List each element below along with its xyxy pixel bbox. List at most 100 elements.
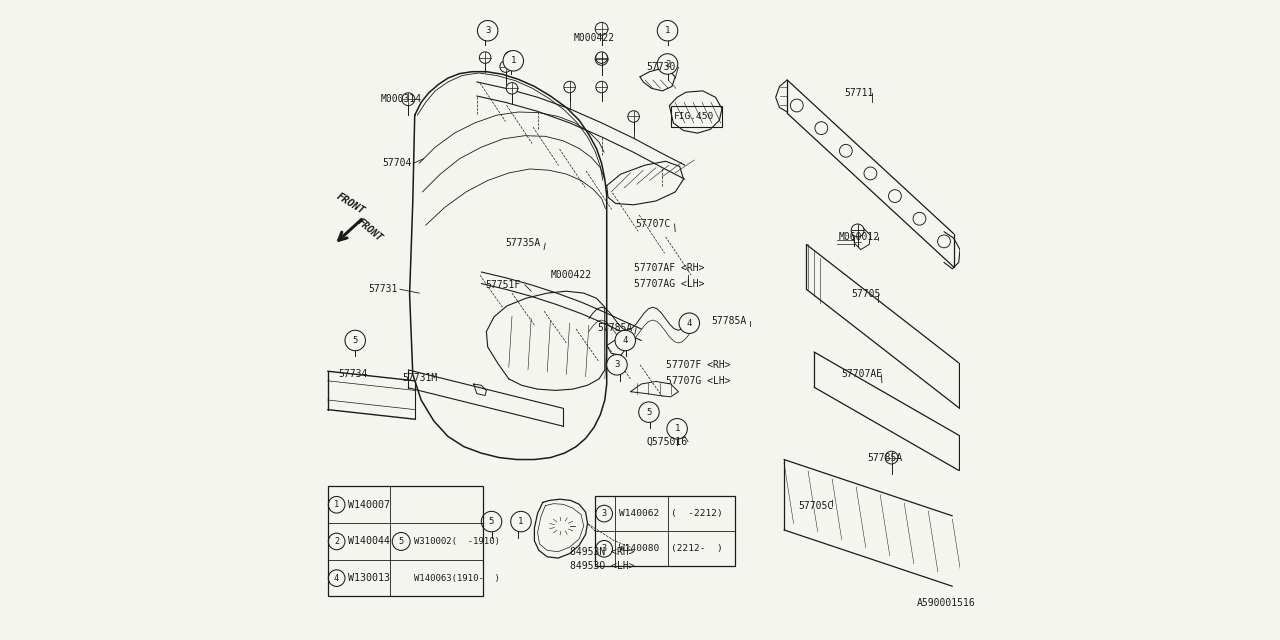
Text: 57711: 57711 <box>845 88 874 98</box>
Text: 57730: 57730 <box>646 62 676 72</box>
Circle shape <box>328 570 346 586</box>
Circle shape <box>328 533 346 550</box>
Text: 5: 5 <box>398 537 403 546</box>
Text: W140044: W140044 <box>348 536 390 547</box>
Circle shape <box>392 532 410 550</box>
Text: W140007: W140007 <box>348 500 390 509</box>
Text: 57707AF <RH>: 57707AF <RH> <box>634 262 704 273</box>
Text: FRONT: FRONT <box>356 217 384 244</box>
Circle shape <box>667 419 687 439</box>
Text: A590001516: A590001516 <box>916 598 975 608</box>
Circle shape <box>840 145 852 157</box>
Circle shape <box>662 22 673 35</box>
Circle shape <box>595 22 608 35</box>
Circle shape <box>596 81 608 93</box>
Text: 57707C: 57707C <box>635 219 671 229</box>
Text: M060012: M060012 <box>838 232 879 242</box>
Circle shape <box>888 189 901 202</box>
Text: 57705C: 57705C <box>799 500 835 511</box>
Circle shape <box>480 52 492 63</box>
Text: W310002(  -1910): W310002( -1910) <box>413 537 500 546</box>
Text: 1: 1 <box>675 424 680 433</box>
Text: 57707F <RH>: 57707F <RH> <box>666 360 730 370</box>
Text: 5: 5 <box>352 336 358 345</box>
Circle shape <box>504 51 517 64</box>
Text: 2: 2 <box>334 537 339 546</box>
Text: 1: 1 <box>664 26 671 35</box>
Circle shape <box>346 330 366 351</box>
Circle shape <box>402 93 415 106</box>
Circle shape <box>607 355 627 375</box>
Circle shape <box>614 330 635 351</box>
Circle shape <box>658 54 678 74</box>
Circle shape <box>511 511 531 532</box>
Text: W140063(1910-  ): W140063(1910- ) <box>413 573 500 582</box>
Text: 57731M: 57731M <box>402 372 438 383</box>
Circle shape <box>477 20 498 41</box>
Text: 84953N <RH>: 84953N <RH> <box>570 547 634 557</box>
Bar <box>328 486 483 596</box>
Circle shape <box>913 212 925 225</box>
Circle shape <box>485 515 498 528</box>
Text: 1: 1 <box>511 56 516 65</box>
Text: 57734: 57734 <box>338 369 367 380</box>
Text: 57704: 57704 <box>383 158 412 168</box>
Text: 84953O <LH>: 84953O <LH> <box>570 561 634 572</box>
Text: FIG.450: FIG.450 <box>675 112 714 121</box>
Text: 4: 4 <box>686 319 692 328</box>
Text: 57751F: 57751F <box>485 280 521 290</box>
Text: M000314: M000314 <box>380 94 421 104</box>
Bar <box>671 106 722 127</box>
Text: 4: 4 <box>334 573 339 582</box>
Circle shape <box>500 61 512 72</box>
Text: 3: 3 <box>614 360 620 369</box>
Text: 3: 3 <box>602 544 607 554</box>
Circle shape <box>613 358 626 371</box>
Circle shape <box>886 451 899 464</box>
Circle shape <box>937 235 951 248</box>
Circle shape <box>512 515 525 528</box>
Bar <box>595 496 735 566</box>
Text: 2: 2 <box>664 60 671 68</box>
Circle shape <box>328 497 346 513</box>
Text: 57707G <LH>: 57707G <LH> <box>666 376 730 386</box>
Text: Q575016: Q575016 <box>646 436 687 447</box>
Circle shape <box>852 225 864 236</box>
Circle shape <box>596 52 608 63</box>
Text: M000422: M000422 <box>573 33 614 44</box>
Text: W140062: W140062 <box>618 509 659 518</box>
Circle shape <box>662 58 673 70</box>
Text: 57735A: 57735A <box>506 238 541 248</box>
Circle shape <box>564 81 576 93</box>
Text: 57705: 57705 <box>851 289 881 300</box>
Circle shape <box>851 224 864 237</box>
Text: W140080: W140080 <box>618 544 659 554</box>
Text: 1: 1 <box>518 517 524 526</box>
Text: (2212-  ): (2212- ) <box>671 544 723 554</box>
Circle shape <box>644 406 657 419</box>
Circle shape <box>479 22 492 35</box>
Text: 3: 3 <box>485 26 490 35</box>
Circle shape <box>503 51 524 71</box>
Text: 3: 3 <box>602 509 607 518</box>
Circle shape <box>620 334 632 347</box>
Circle shape <box>791 99 804 112</box>
Circle shape <box>481 511 502 532</box>
Circle shape <box>815 122 828 134</box>
Text: 57785A: 57785A <box>598 323 634 333</box>
Text: 5: 5 <box>646 408 652 417</box>
Circle shape <box>658 20 678 41</box>
Text: 1: 1 <box>334 500 339 509</box>
Circle shape <box>671 422 684 435</box>
Text: W130013: W130013 <box>348 573 390 583</box>
Text: 57707AG <LH>: 57707AG <LH> <box>634 278 704 289</box>
Circle shape <box>864 167 877 180</box>
Text: (  -2212): ( -2212) <box>671 509 723 518</box>
Circle shape <box>507 83 517 94</box>
Circle shape <box>595 52 608 65</box>
Text: 57731: 57731 <box>369 284 397 294</box>
Text: 57785A: 57785A <box>868 452 902 463</box>
Text: 5: 5 <box>489 517 494 526</box>
Text: 4: 4 <box>622 336 628 345</box>
Text: M000422: M000422 <box>550 270 591 280</box>
